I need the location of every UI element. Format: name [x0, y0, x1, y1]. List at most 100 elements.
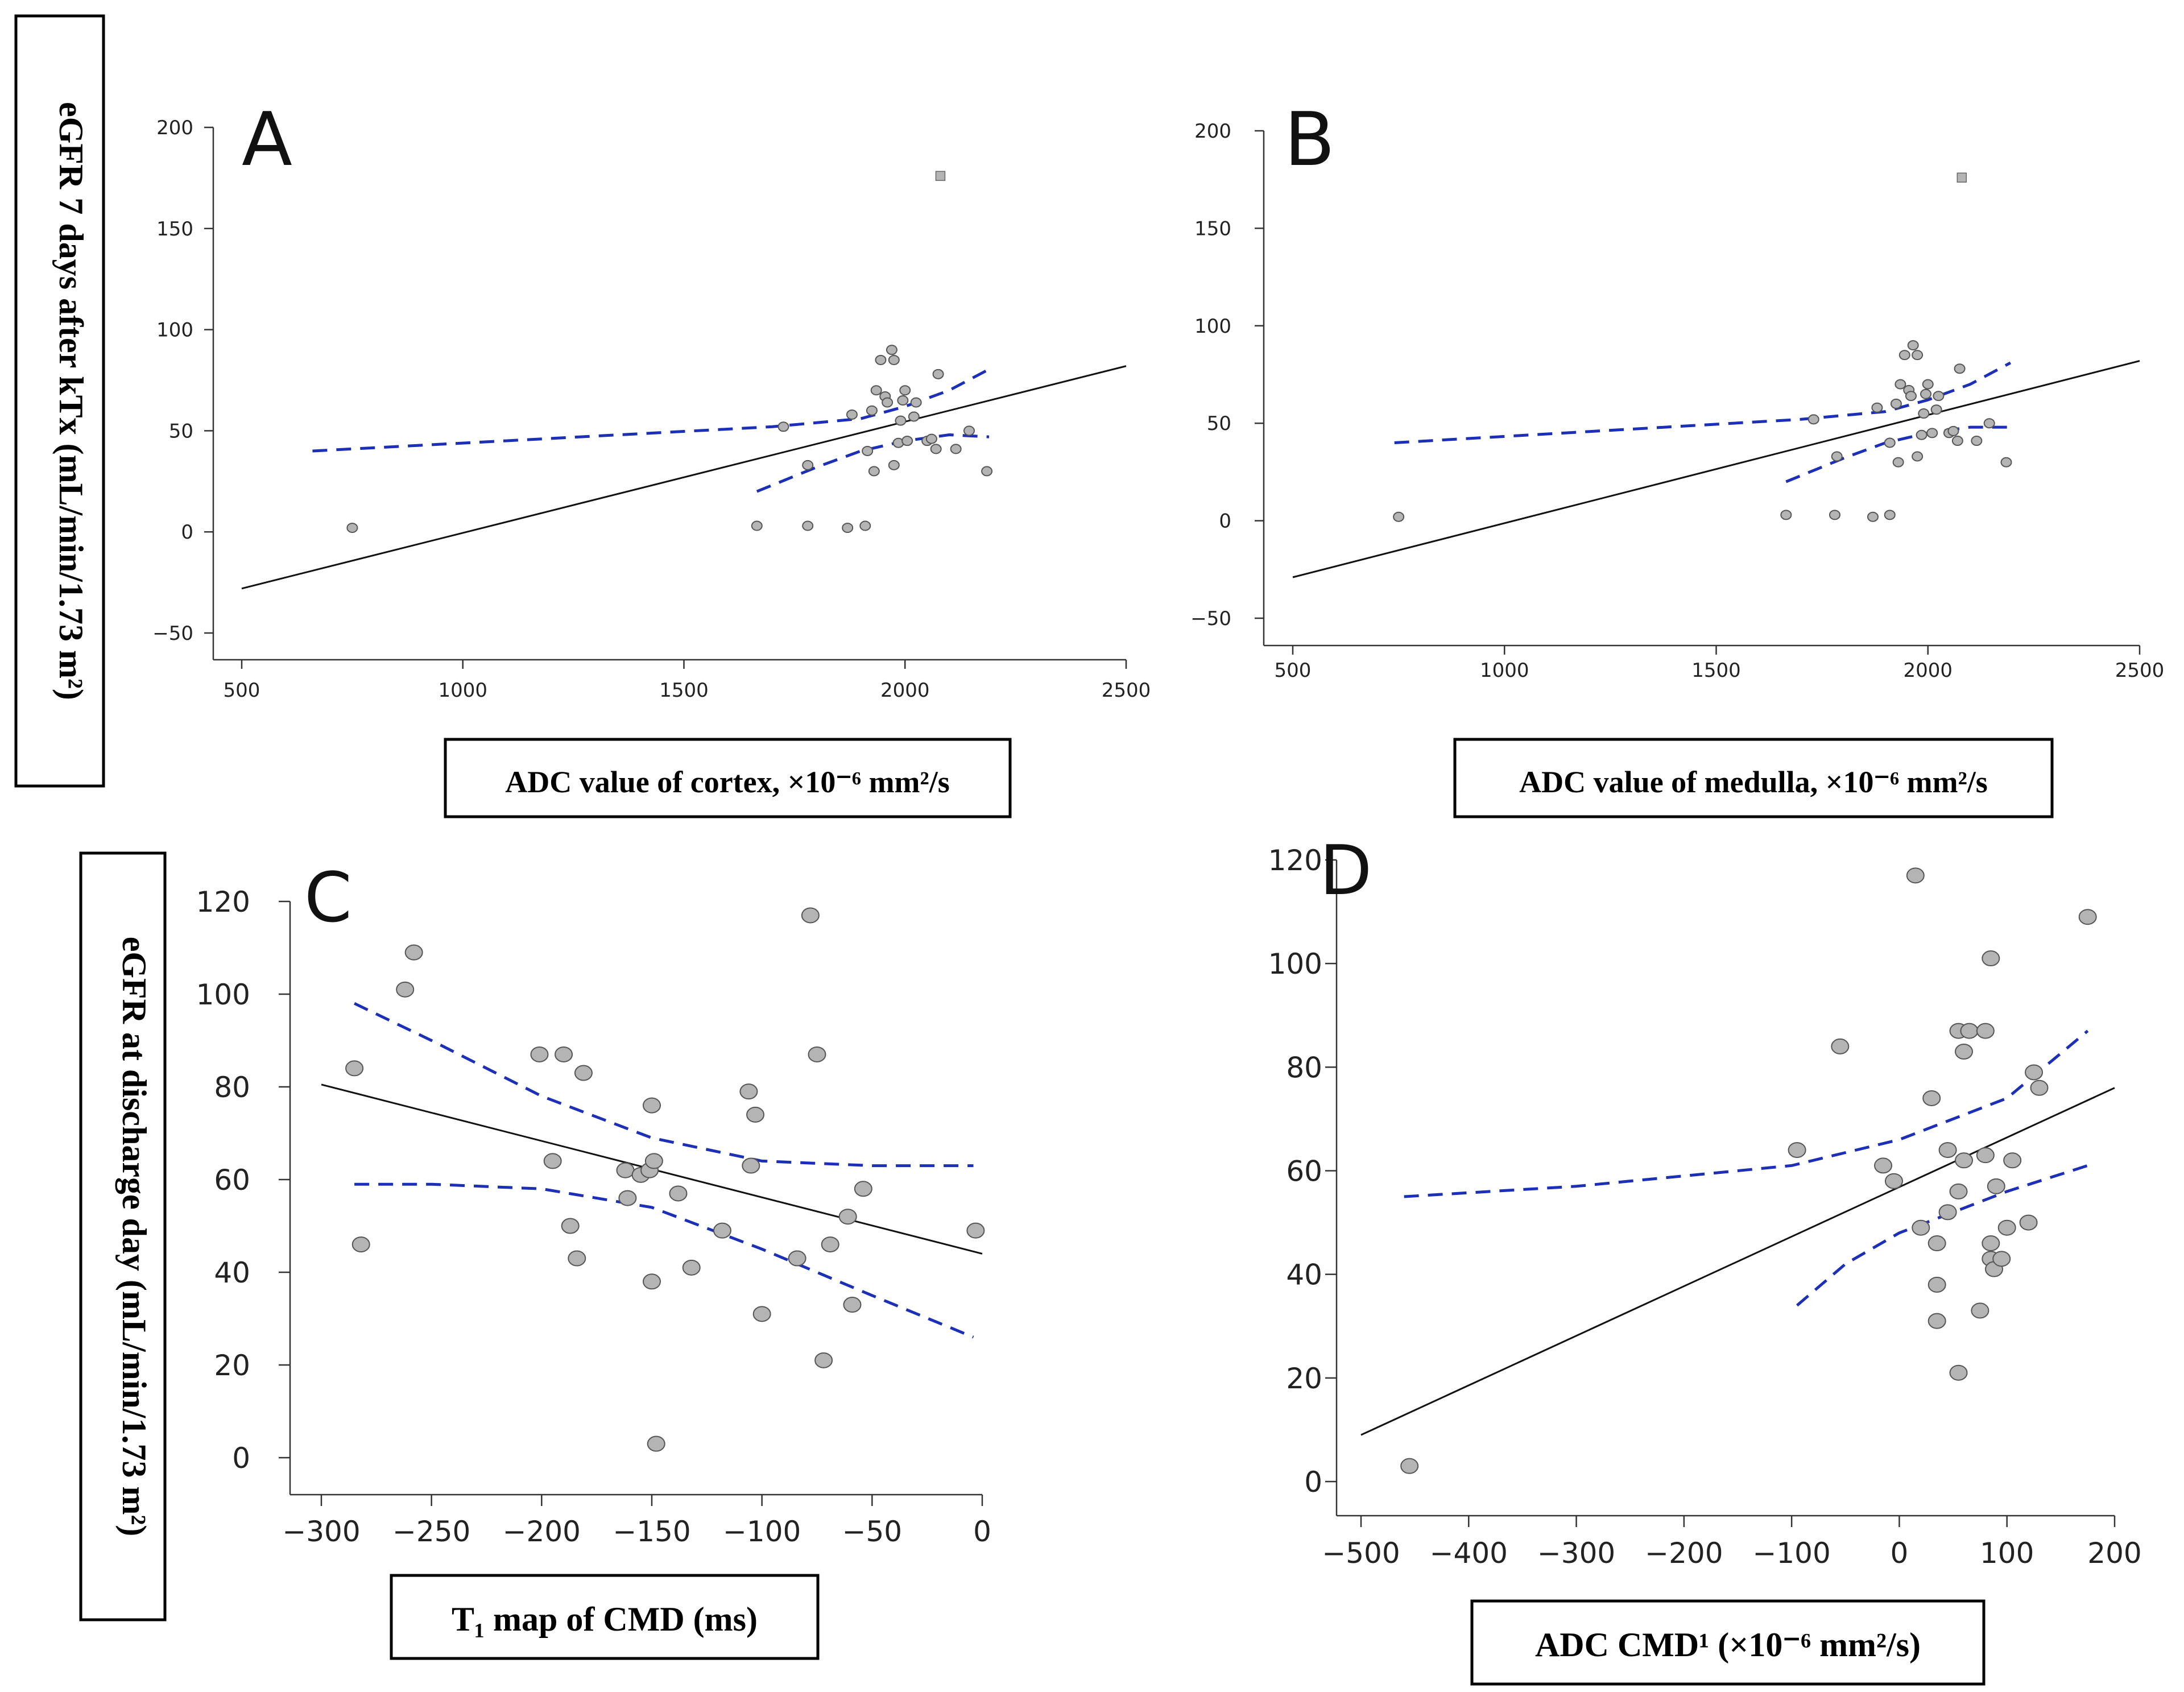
data-point-a [866, 405, 878, 416]
y-tick-label-d: 80 [1286, 1051, 1322, 1084]
data-point-a [870, 385, 882, 396]
data-point-b [1898, 350, 1910, 361]
data-point-d [2078, 909, 2097, 925]
data-point-c [742, 1157, 760, 1174]
data-point-a [862, 445, 874, 456]
x-tick-label-c: −150 [613, 1515, 690, 1548]
data-point-d [2003, 1152, 2022, 1169]
data-point-d [2025, 1064, 2044, 1081]
data-point-d [2030, 1079, 2049, 1096]
data-point-c [568, 1250, 586, 1267]
ci-upper-line-a [312, 366, 992, 453]
data-point-c [682, 1259, 701, 1276]
y-tick-label-c: 80 [214, 1071, 250, 1104]
data-point-c [808, 1046, 826, 1062]
data-point-c [739, 1083, 758, 1100]
data-point-c [752, 1306, 771, 1322]
data-point-c [647, 1435, 665, 1452]
x-label-b: ADC value of medulla, ×10⁻⁶ mm²/s [1519, 765, 1988, 799]
data-point-b [1895, 379, 1906, 390]
x-tick-label-d: −400 [1430, 1537, 1508, 1570]
data-point-a [859, 520, 871, 531]
y-tick-label-d: 100 [1268, 948, 1322, 981]
data-point-a [897, 395, 909, 406]
data-point-c [966, 1222, 985, 1239]
data-point-a [777, 421, 789, 432]
data-point-b [1867, 511, 1879, 522]
data-point-c [801, 907, 820, 924]
data-point-d [1927, 1276, 1946, 1293]
data-point-d [1788, 1142, 1806, 1159]
data-point-a [963, 425, 975, 436]
data-point-d [1992, 1251, 2011, 1267]
chart-panel-b: −50 0 50 100 150 200 500 1000 1500 2000 2500 B ADC… [1190, 96, 2164, 818]
y-tick-label-c: 120 [196, 886, 250, 919]
data-point-d [1912, 1219, 1930, 1236]
data-point-c [644, 1153, 663, 1169]
data-point-b [1930, 404, 1942, 415]
data-point-b [1912, 451, 1924, 462]
data-point-c [616, 1162, 635, 1178]
data-point-c [643, 1273, 661, 1290]
y-tick-label-d: 0 [1304, 1466, 1322, 1499]
data-point-a [868, 466, 880, 477]
x-label-box-d [1470, 1599, 1986, 1686]
data-point-b [1951, 436, 1963, 446]
x-label-box-c [390, 1574, 820, 1660]
data-point-a [901, 436, 913, 446]
data-point-c [345, 1060, 364, 1077]
data-point-b [1829, 510, 1840, 520]
y-tick-label-b: 0 [1219, 510, 1231, 533]
data-point-b [1922, 379, 1934, 390]
ci-lower-line-b [1785, 425, 2009, 483]
data-point-c [814, 1352, 833, 1368]
y-label-box-bottom [79, 851, 167, 1621]
data-point-d [1874, 1157, 1893, 1174]
data-point-a [925, 433, 937, 444]
x-tick-label-b: 2000 [1903, 659, 1953, 682]
data-point-d [1927, 1235, 1946, 1252]
data-point-b [1905, 391, 1917, 402]
data-point-d [1982, 1235, 2000, 1252]
data-point-a [930, 444, 942, 454]
x-tick-label-d: −300 [1537, 1537, 1615, 1570]
y-tick-label-a: 200 [156, 117, 193, 139]
ci-upper-line-d [1404, 1029, 2089, 1198]
y-tick-label-a: 100 [156, 319, 193, 342]
data-point-d [1927, 1313, 1946, 1329]
data-point-a [875, 354, 887, 365]
regression-line-a [241, 365, 1127, 590]
data-point-a [751, 520, 763, 531]
data-point-b [1920, 388, 1932, 399]
data-point-b [1393, 511, 1405, 522]
data-point-b [1884, 437, 1896, 448]
data-point-a [802, 460, 814, 470]
x-tick-label-c: −250 [392, 1515, 470, 1548]
data-point-b [1907, 340, 1919, 351]
data-point-a [842, 523, 854, 533]
data-point-b [1884, 510, 1896, 520]
y-tick-label-c: 100 [196, 978, 250, 1011]
data-point-d [1982, 950, 2000, 967]
y-tick-label-c: 60 [214, 1164, 250, 1197]
y-label-bottom: eGFR at discharge day (mL/min/1.73 m²) [115, 937, 153, 1537]
data-point-c [574, 1065, 593, 1081]
data-point-b [1971, 436, 1983, 446]
data-point-b [1807, 414, 1819, 425]
data-point-c [543, 1153, 562, 1169]
regression-line-d [1360, 1087, 2115, 1436]
data-point-b [2000, 457, 2012, 468]
x-tick-label-d: 200 [2087, 1537, 2141, 1570]
data-point-a [886, 345, 897, 355]
y-tick-label-b: 200 [1194, 120, 1231, 143]
data-point-c [618, 1190, 637, 1206]
data-point-d [1906, 867, 1925, 884]
x-tick-label-b: 1500 [1691, 659, 1741, 682]
x-tick-label-a: 1000 [438, 679, 487, 702]
x-tick-label-c: 0 [973, 1515, 991, 1548]
data-point-d [1971, 1302, 1989, 1319]
y-tick-label-d: 60 [1286, 1155, 1322, 1188]
data-point-a [899, 385, 911, 396]
x-tick-label-d: 100 [1980, 1537, 2034, 1570]
y-tick-label-a: 150 [156, 218, 193, 241]
